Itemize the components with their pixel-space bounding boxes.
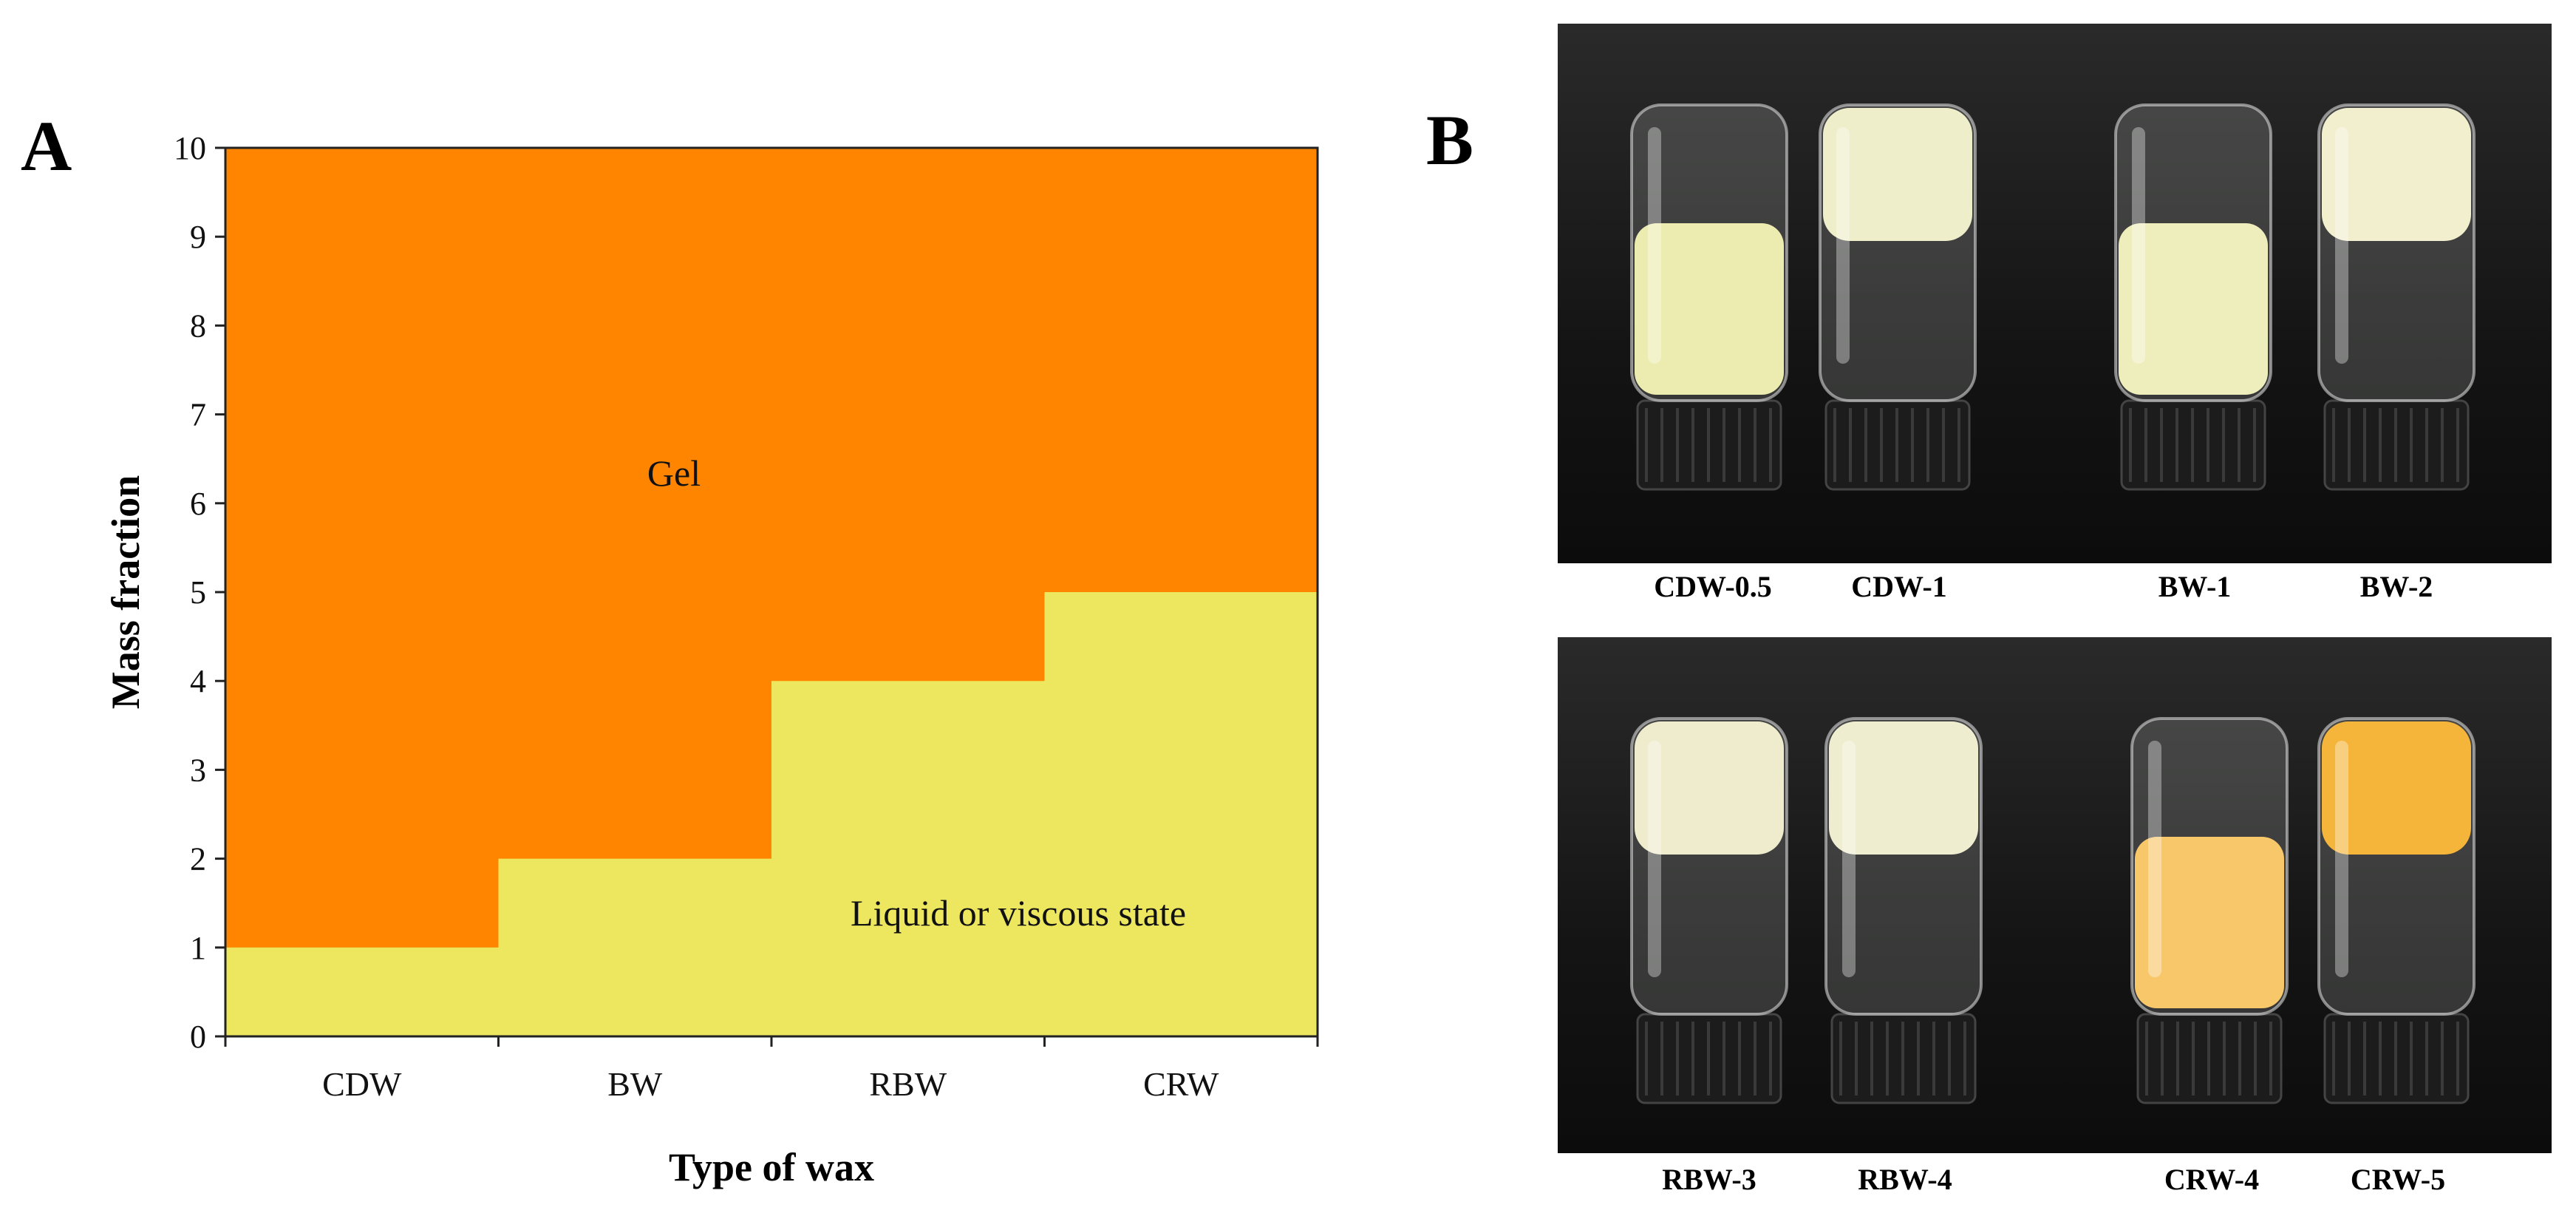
vial bbox=[1824, 717, 1983, 1104]
vial-gel-contents bbox=[1635, 721, 1784, 855]
photo-crw bbox=[2053, 637, 2552, 1153]
vial-label: CRW-4 bbox=[2164, 1163, 2260, 1196]
vial-gel-contents bbox=[1829, 721, 1978, 855]
y-tick-label: 4 bbox=[190, 663, 206, 699]
y-tick-label: 6 bbox=[190, 486, 206, 522]
y-axis-title: Mass fraction bbox=[103, 475, 148, 709]
vial-label: RBW-4 bbox=[1858, 1163, 1952, 1196]
vial-label: CDW-1 bbox=[1851, 570, 1947, 603]
y-tick-label: 0 bbox=[190, 1019, 206, 1055]
x-axis-title: Type of wax bbox=[669, 1145, 874, 1189]
y-tick-label: 2 bbox=[190, 841, 206, 877]
y-tick-label: 8 bbox=[190, 308, 206, 344]
vial-label: RBW-3 bbox=[1662, 1163, 1756, 1196]
liquid-region-label: Liquid or viscous state bbox=[851, 892, 1186, 934]
vial-gel-contents bbox=[2322, 721, 2471, 855]
vial bbox=[2130, 717, 2289, 1104]
x-tick-label: CRW bbox=[1143, 1065, 1219, 1103]
photo-background bbox=[2053, 637, 2552, 1153]
x-tick-label: CDW bbox=[322, 1065, 402, 1103]
vial-label: BW-1 bbox=[2158, 570, 2232, 603]
glass-highlight bbox=[1648, 127, 1661, 364]
y-tick-label: 9 bbox=[190, 219, 206, 255]
glass-highlight bbox=[2148, 741, 2161, 977]
vial-photo bbox=[2053, 24, 2552, 563]
y-tick-label: 1 bbox=[190, 930, 206, 966]
glass-highlight bbox=[1648, 741, 1661, 977]
vial bbox=[1819, 103, 1977, 491]
x-tick-label: BW bbox=[607, 1065, 663, 1103]
vial-liquid-contents bbox=[1635, 223, 1784, 395]
y-tick-label: 5 bbox=[190, 574, 206, 611]
glass-highlight bbox=[1842, 741, 1856, 977]
vial-photo bbox=[2053, 637, 2552, 1153]
glass-highlight bbox=[1836, 127, 1850, 364]
panel-b-letter: B bbox=[1426, 101, 1474, 180]
vial bbox=[1630, 103, 1788, 491]
vial-label: CRW-5 bbox=[2350, 1163, 2446, 1196]
gel-region-label: Gel bbox=[647, 452, 701, 494]
photo-bw bbox=[2053, 24, 2552, 563]
vial-photo bbox=[1558, 24, 2053, 563]
panel-a-letter: A bbox=[21, 106, 72, 186]
y-tick-label: 7 bbox=[190, 397, 206, 433]
vial-label: CDW-0.5 bbox=[1654, 570, 1772, 603]
x-tick-label: RBW bbox=[869, 1065, 947, 1103]
vial-liquid-contents bbox=[2119, 223, 2268, 395]
glass-highlight bbox=[2335, 127, 2348, 364]
vial-label: BW-2 bbox=[2359, 570, 2433, 603]
vial bbox=[2317, 103, 2476, 491]
vial bbox=[2114, 103, 2272, 491]
y-tick-label: 3 bbox=[190, 752, 206, 788]
glass-highlight bbox=[2132, 127, 2145, 364]
photo-rbw bbox=[1558, 637, 2053, 1153]
y-tick-label: 10 bbox=[174, 130, 206, 166]
vial bbox=[1630, 717, 1788, 1104]
vial bbox=[2317, 717, 2476, 1104]
vial-photo bbox=[1558, 637, 2053, 1153]
vial-liquid-contents bbox=[2135, 837, 2284, 1008]
glass-highlight bbox=[2335, 741, 2348, 977]
vial-gel-contents bbox=[2322, 108, 2471, 241]
phase-diagram-chart: 0 1 2 3 4 5 6 7 8 9 10 CDW BW RBW CRW Gel Liquid or vi… bbox=[103, 130, 1319, 1189]
photo-cdw bbox=[1558, 24, 2053, 563]
liquid-region bbox=[225, 592, 1318, 1036]
vial-gel-contents bbox=[1823, 108, 1972, 241]
